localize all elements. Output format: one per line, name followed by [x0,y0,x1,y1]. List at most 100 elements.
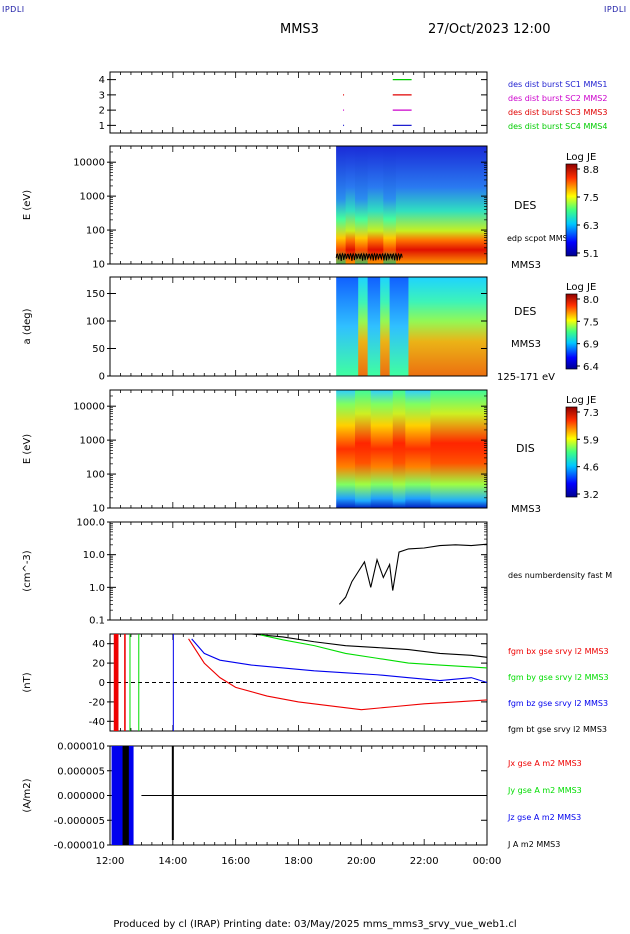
y-tick-label: 40 [92,639,105,650]
y-tick-label: -20 [89,697,105,708]
y-tick-label: -0.000010 [54,841,105,852]
y-axis-label: (A/m2) [22,778,33,812]
colorbar-tick-label: 5.1 [583,249,599,260]
colorbar-tick-label: 6.4 [583,362,599,373]
footer-text: Produced by cl (IRAP) Printing date: 03/… [113,919,517,930]
y-tick-label: 1.0 [89,583,105,594]
spacecraft-label: MMS3 [511,260,541,271]
fgm-spike [172,634,174,731]
legend-label-current: Jy gse A m2 MMS3 [507,786,582,795]
header-spacecraft: MMS3 [280,22,319,37]
spectrogram-band [336,146,346,264]
x-tick-label: 12:00 [96,856,125,867]
energy-range-label: 125-171 eV [497,372,555,383]
plot-frame-density [109,521,488,621]
y-tick-label: 3 [99,90,105,101]
colorbar-tick-label: 8.0 [583,295,599,306]
y-tick-label: 20 [92,659,105,670]
colorbar-des_energy [565,163,578,257]
spectrogram-band [358,277,368,376]
x-tick-label: 14:00 [158,856,187,867]
colorbar-tick-label: 4.6 [583,463,599,474]
y-tick-label: 10000 [73,158,105,169]
series-line-fgm [191,633,488,658]
y-tick-label: 10.0 [83,550,105,561]
y-tick-label: 4 [99,75,105,86]
legend-label-fgm: fgm by gse srvy l2 MMS3 [508,673,609,682]
fgm-spike [113,634,119,731]
panel-label-des: DES [514,199,536,212]
y-axis-label: (cm^-3) [22,550,33,591]
spectrogram-band [408,277,487,376]
scpot-line [335,252,403,262]
legend-label-current: J A m2 MMS3 [507,840,560,849]
y-tick-label: 10000 [73,402,105,413]
x-tick-label: 20:00 [347,856,376,867]
series-line-fgm [188,638,488,711]
legend-label-density: des numberdensity fast M [508,571,612,580]
plot-border [109,389,488,509]
y-tick-label: 100 [86,317,105,328]
legend-label-burst: des dist burst SC1 MMS1 [508,80,607,89]
y-axis-label: E (eV) [22,434,33,464]
legend-label-burst: des dist burst SC2 MMS2 [508,94,607,103]
spectrogram-band [383,146,396,264]
colorbar-des_pitch [565,293,578,370]
plot-frame-burst [109,71,488,134]
colorbar-tick-label: 7.3 [583,408,599,419]
header-datetime: 27/Oct/2023 12:00 [428,22,551,37]
spectrogram-band [355,146,368,264]
spectrogram-band [380,277,390,376]
y-tick-label: 0 [99,372,105,383]
colorbar-tick-label: 7.5 [583,317,599,328]
y-axis-label: a (deg) [22,308,33,344]
spacecraft-label: MMS3 [511,339,541,350]
legend-label-burst: des dist burst SC4 MMS4 [508,122,607,131]
series-line-fgm [260,634,488,669]
legend-label-fgm: fgm bt gse srvy l2 MMS3 [508,725,607,734]
colorbar-title: Log JE [566,282,596,293]
legend-label-current: Jx gse A m2 MMS3 [507,759,582,768]
colorbar-title: Log JE [566,152,596,163]
colorbar-tick-label: 7.5 [583,193,599,204]
overlay-label-scpot: edp scpot MMS3 [507,234,573,243]
y-tick-label: 0.000005 [57,766,105,777]
y-tick-label: -0.000005 [54,816,105,827]
y-tick-label: 0 [99,678,105,689]
colorbar-tick-label: 3.2 [583,490,599,501]
spectrogram-band [430,390,487,508]
series-line-fgm [191,638,488,684]
colorbar-tick-label: 8.8 [583,165,599,176]
y-axis-label: E (eV) [22,190,33,220]
y-tick-label: 10 [92,504,105,515]
y-tick-label: 1000 [80,192,105,203]
plot-border [109,276,488,377]
spacecraft-label: MMS3 [511,504,541,515]
legend-label-burst: des dist burst SC3 MMS3 [508,108,607,117]
x-tick-label: 16:00 [221,856,250,867]
plot-border [109,145,488,265]
x-tick-label: 18:00 [284,856,313,867]
colorbar-dis_energy [565,406,578,498]
series-line-density [338,543,488,605]
corner-label-right: IPDLI [604,5,627,14]
y-tick-label: -40 [89,717,105,728]
legend-label-fgm: fgm bx gse srvy l2 MMS3 [508,647,609,656]
spectrogram-band [392,390,406,508]
corner-label-left: IPDLI [2,5,25,14]
y-tick-label: 150 [86,289,105,300]
fgm-spike [124,634,126,731]
y-tick-label: 100 [86,226,105,237]
current-blob [122,746,129,845]
legend-label-current: Jz gse A m2 MMS3 [507,813,581,822]
y-tick-label: 1 [99,121,105,132]
fgm-spike [129,634,131,731]
colorbar-tick-label: 6.3 [583,221,599,232]
y-tick-label: 1000 [80,436,105,447]
x-tick-label: 00:00 [473,856,502,867]
fgm-spike [138,634,140,731]
panel-label-dis: DIS [516,442,535,455]
colorbar-tick-label: 6.9 [583,340,599,351]
panel-label-des-pitch: DES [514,305,536,318]
